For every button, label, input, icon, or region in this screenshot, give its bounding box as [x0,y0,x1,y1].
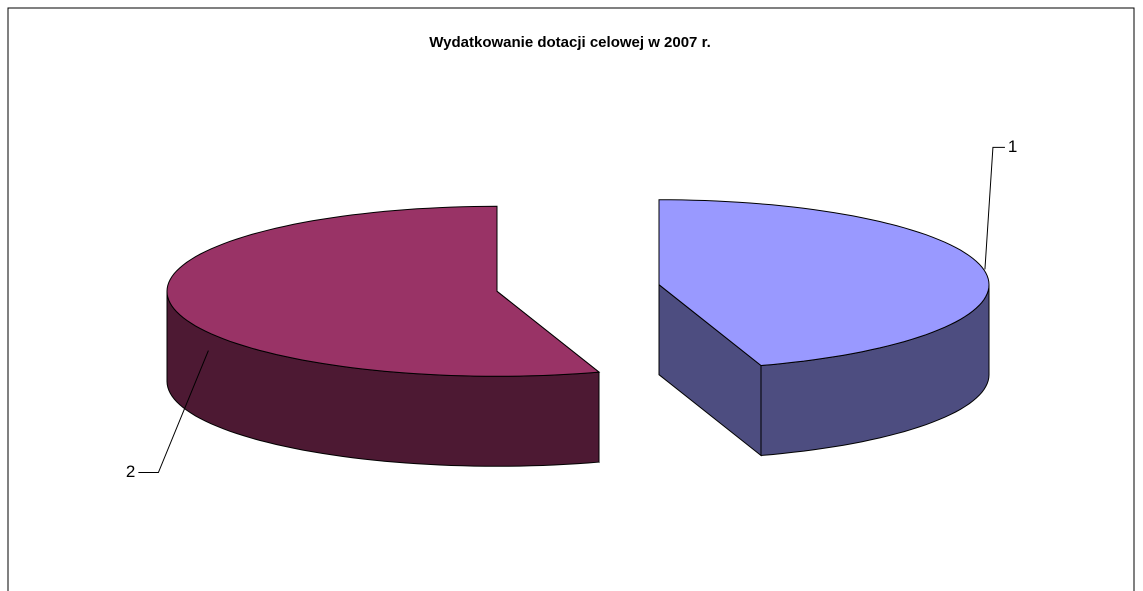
leader-line [138,350,209,474]
slice-label: 2 [126,462,135,481]
leader-line [984,146,1005,270]
chart-title: Wydatkowanie dotacji celowej w 2007 r. [429,34,711,51]
slice-top [166,205,601,377]
slice-top [658,199,990,367]
slice-label: 1 [1008,137,1017,156]
chart-frame [7,7,1135,591]
